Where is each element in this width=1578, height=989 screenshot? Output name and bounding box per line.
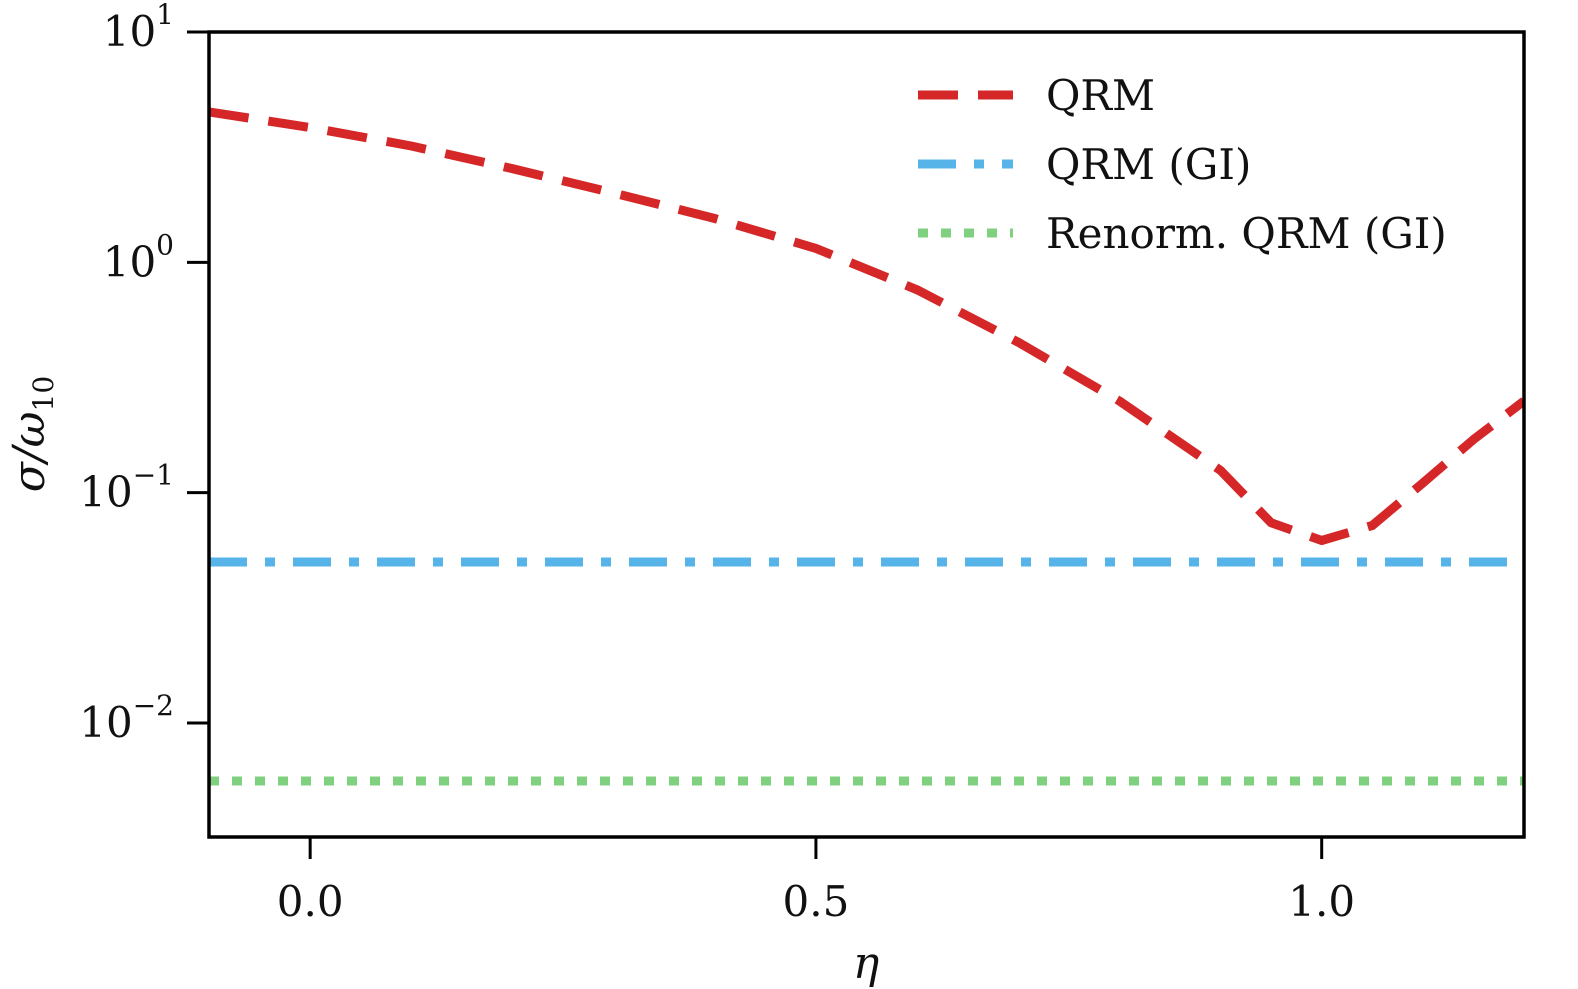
x-axis: 0.0 0.5 1.0 (277, 837, 1355, 926)
legend-label-qrm-gi: QRM (GI) (1046, 140, 1251, 189)
legend-label-qrm: QRM (1046, 71, 1155, 120)
y-axis: 101 100 10−1 10−2 (79, 0, 209, 747)
y-tick-label: 10−1 (79, 459, 174, 517)
y-tick-label: 10−2 (79, 689, 174, 747)
series-layer (209, 107, 1524, 786)
legend-label-renorm-qrm-gi: Renorm. QRM (GI) (1046, 209, 1447, 258)
x-tick-label: 0.0 (277, 877, 344, 926)
y-axis-label-sub: 10 (27, 376, 60, 412)
y-axis-label: σ/ω10 (4, 376, 60, 492)
x-tick-label: 1.0 (1288, 877, 1355, 926)
plot-frame (207, 30, 1526, 839)
x-tick-label: 0.5 (783, 877, 850, 926)
y-tick-label: 101 (103, 0, 174, 56)
series-line-qrm (209, 107, 1524, 545)
legend: QRM QRM (GI) Renorm. QRM (GI) (918, 71, 1447, 258)
y-tick-label: 100 (103, 228, 174, 286)
y-axis-label-main: σ/ω (4, 411, 55, 492)
x-axis-label: η (853, 938, 879, 989)
